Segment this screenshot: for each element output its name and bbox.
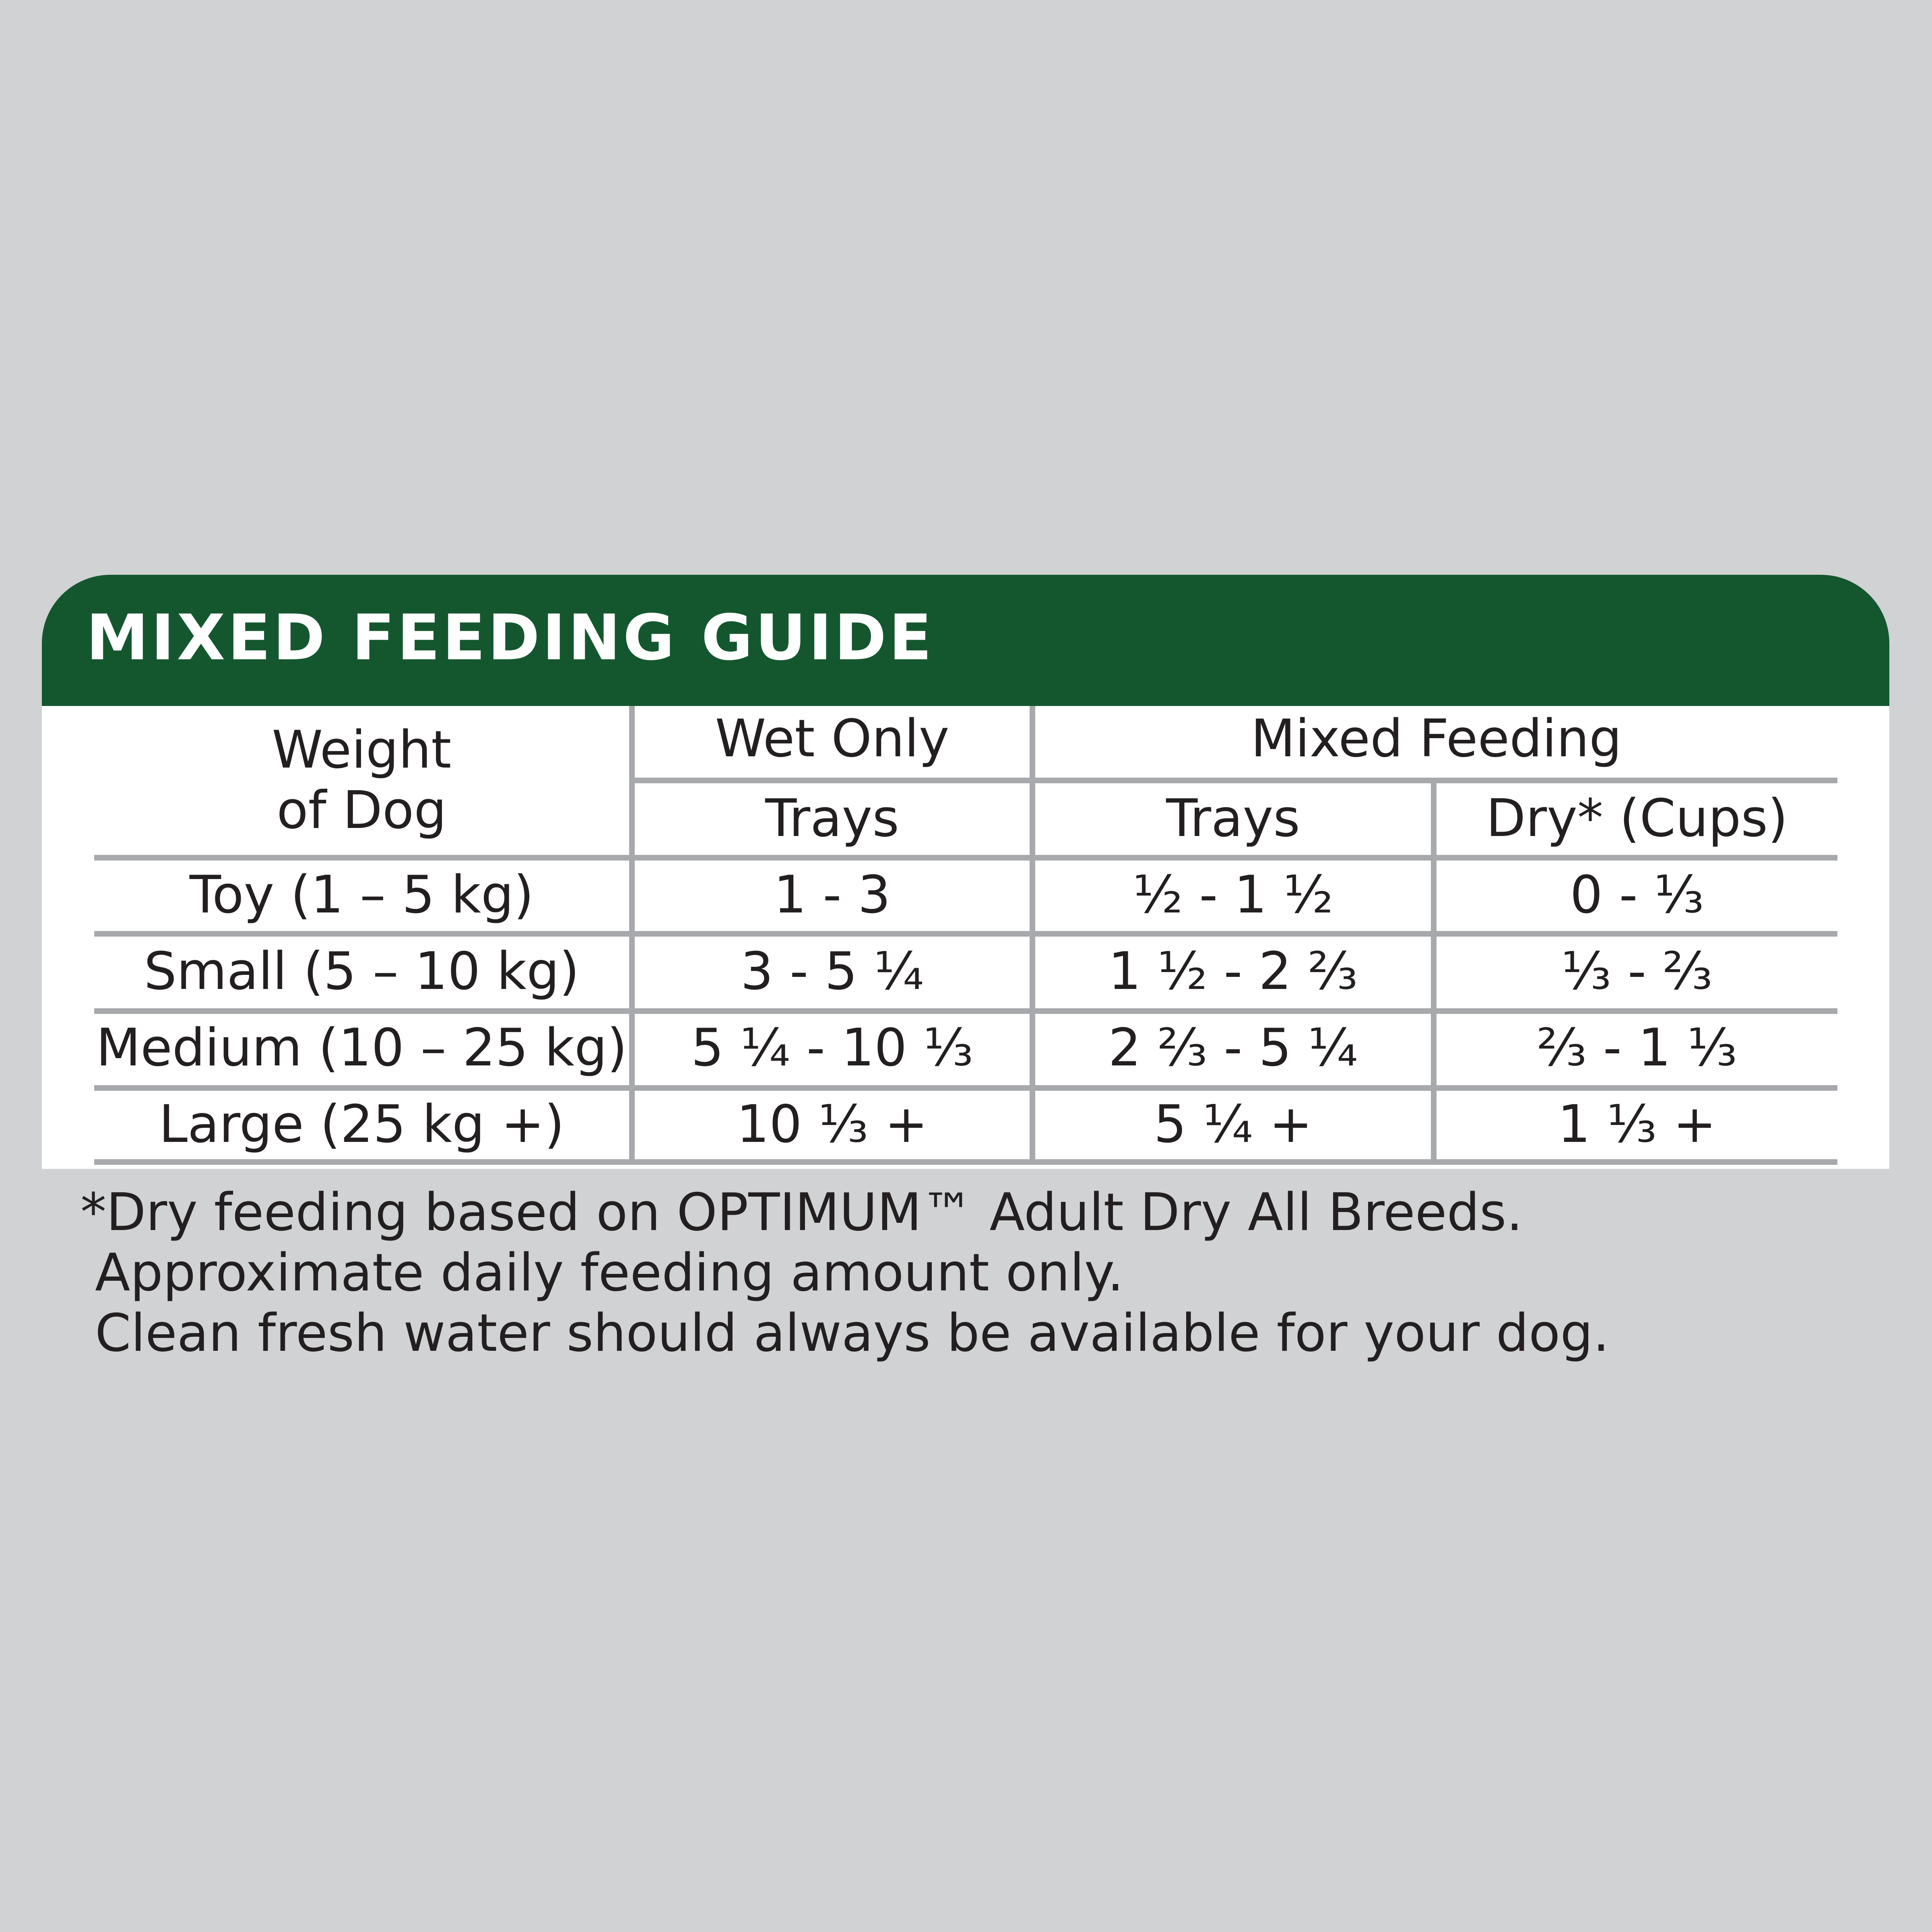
mixed-dry-cell: 0 - ⅓ xyxy=(1570,865,1704,925)
weight-cell: Toy (1 – 5 kg) xyxy=(189,865,534,925)
guide-title: MIXED FEEDING GUIDE xyxy=(86,601,934,674)
wet-trays-cell: 3 - 5 ¼ xyxy=(740,941,924,1001)
mixed-trays-cell: 2 ⅔ - 5 ¼ xyxy=(1108,1018,1358,1078)
footnote-approximate: Approximate daily feeding amount only. xyxy=(95,1243,1124,1303)
row-divider xyxy=(94,1159,1837,1165)
mixed-dry-header: Dry* (Cups) xyxy=(1486,788,1788,848)
mixed-trays-header: Trays xyxy=(1166,788,1300,848)
row-divider xyxy=(94,855,1837,861)
mixed-trays-cell: ½ - 1 ½ xyxy=(1133,865,1333,925)
wet-trays-cell: 5 ¼ - 10 ⅓ xyxy=(691,1018,974,1078)
wet-only-header: Wet Only xyxy=(715,709,949,769)
row-divider xyxy=(94,931,1837,937)
mixed-trays-cell: 5 ¼ + xyxy=(1154,1094,1313,1154)
weight-header-line: Weight xyxy=(272,720,452,780)
header-divider xyxy=(634,778,1837,783)
mixed-dry-cell: 1 ⅓ + xyxy=(1557,1094,1717,1154)
weight-header-line: of Dog xyxy=(277,780,447,840)
mixed-dry-cell: ⅔ - 1 ⅓ xyxy=(1537,1018,1737,1078)
guide-header: MIXED FEEDING GUIDE xyxy=(42,575,1889,706)
mixed-feeding-header: Mixed Feeding xyxy=(1251,709,1622,769)
column-divider xyxy=(1431,778,1437,1165)
wet-trays-header: Trays xyxy=(765,788,899,848)
wet-trays-cell: 1 - 3 xyxy=(774,865,891,925)
footnote-dry-basis: *Dry feeding based on OPTIMUM™ Adult Dry… xyxy=(80,1183,1523,1243)
mixed-trays-cell: 1 ½ - 2 ⅔ xyxy=(1108,941,1358,1001)
row-divider xyxy=(94,1085,1837,1091)
mixed-dry-cell: ⅓ - ⅔ xyxy=(1561,941,1713,1001)
footnote-water: Clean fresh water should always be avail… xyxy=(95,1303,1610,1363)
wet-trays-cell: 10 ⅓ + xyxy=(736,1094,928,1154)
row-divider xyxy=(94,1008,1837,1014)
weight-cell: Medium (10 – 25 kg) xyxy=(96,1018,627,1078)
footnotes: *Dry feeding based on OPTIMUM™ Adult Dry… xyxy=(80,1183,1609,1364)
column-divider xyxy=(1030,706,1035,1165)
column-divider xyxy=(629,706,635,1165)
weight-cell: Small (5 – 10 kg) xyxy=(144,941,580,1001)
weight-header: Weight of Dog xyxy=(94,724,629,836)
feeding-guide-panel: MIXED FEEDING GUIDE xyxy=(42,575,1889,1169)
weight-cell: Large (25 kg +) xyxy=(159,1094,565,1154)
